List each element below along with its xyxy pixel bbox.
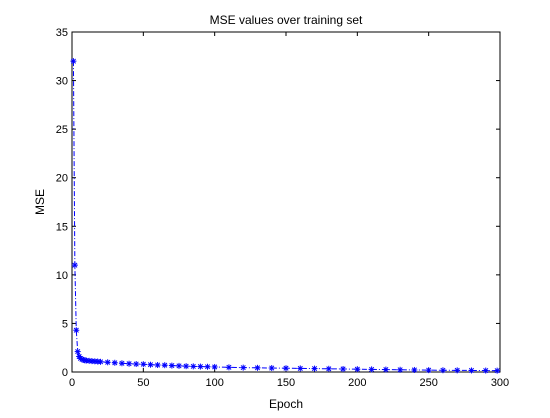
data-point xyxy=(382,366,389,373)
x-tick-label: 150 xyxy=(277,377,295,389)
data-point xyxy=(368,366,375,373)
data-point xyxy=(211,363,218,370)
data-point xyxy=(140,361,147,368)
data-point xyxy=(468,367,475,374)
plot-frame xyxy=(71,31,501,373)
y-tick-label: 35 xyxy=(56,27,68,39)
data-point xyxy=(104,359,111,366)
data-point xyxy=(311,365,318,372)
data-point xyxy=(204,363,211,370)
data-layer xyxy=(70,58,501,374)
data-point xyxy=(340,365,347,372)
data-point xyxy=(254,364,261,371)
y-tick-label: 5 xyxy=(62,318,68,330)
y-tick-label: 25 xyxy=(56,124,68,136)
x-tick-label: 250 xyxy=(419,377,437,389)
axes-layer: 0 50 100 150 200 250 300 0 5 10 15 20 25 30 35 xyxy=(56,27,509,389)
data-point xyxy=(268,365,275,372)
chart-title: MSE values over training set xyxy=(210,13,363,27)
data-point xyxy=(454,367,461,374)
data-point xyxy=(197,363,204,370)
data-point xyxy=(70,58,77,65)
data-point xyxy=(482,367,489,374)
data-point xyxy=(225,364,232,371)
data-point xyxy=(74,348,81,355)
data-point xyxy=(411,366,418,373)
data-point xyxy=(118,360,125,367)
x-tick-label: 0 xyxy=(69,377,75,389)
x-tick-label: 50 xyxy=(137,377,149,389)
x-axis-label: Epoch xyxy=(269,397,303,411)
y-tick-label: 10 xyxy=(56,270,68,282)
data-point xyxy=(190,363,197,370)
data-point xyxy=(168,362,175,369)
data-point xyxy=(73,327,80,334)
y-tick-label: 15 xyxy=(56,221,68,233)
series-line xyxy=(72,61,498,372)
data-point xyxy=(161,362,168,369)
data-point xyxy=(71,262,78,269)
data-point xyxy=(133,361,140,368)
data-point xyxy=(439,367,446,374)
x-tick-label: 200 xyxy=(348,377,366,389)
y-tick-label: 30 xyxy=(56,76,68,88)
data-point xyxy=(494,367,501,374)
data-point xyxy=(183,363,190,370)
x-tick-label: 100 xyxy=(205,377,223,389)
data-point xyxy=(154,362,161,369)
data-point xyxy=(176,362,182,369)
data-point xyxy=(425,367,432,374)
data-point xyxy=(397,366,404,373)
data-point xyxy=(283,365,289,372)
x-tick-label: 300 xyxy=(491,377,509,389)
data-point xyxy=(325,365,332,372)
y-tick-label: 0 xyxy=(62,367,68,379)
data-point xyxy=(147,361,154,368)
data-point xyxy=(297,365,304,372)
data-point xyxy=(126,360,133,367)
y-axis-label: MSE xyxy=(33,189,47,215)
data-point xyxy=(354,366,361,373)
data-point xyxy=(240,364,247,371)
data-point xyxy=(111,359,118,366)
y-tick-label: 20 xyxy=(56,173,68,185)
data-point xyxy=(97,358,104,365)
